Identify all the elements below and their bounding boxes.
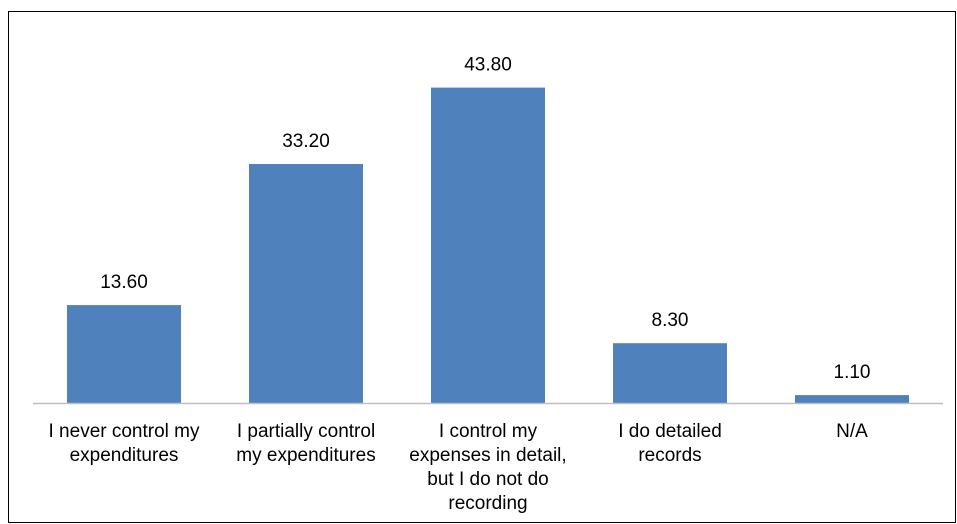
category-label-3-line-1: records — [638, 445, 701, 466]
value-label-1: 33.20 — [282, 131, 330, 152]
value-label-4: 1.10 — [834, 362, 871, 383]
category-label-1-line-0: I partially control — [237, 421, 375, 442]
bar-4 — [795, 395, 909, 403]
bar-2 — [431, 87, 545, 403]
value-label-3: 8.30 — [652, 310, 689, 331]
bar-3 — [613, 343, 727, 403]
category-label-0-line-0: I never control my — [49, 421, 200, 442]
category-label-2-line-2: but I do not do — [427, 469, 549, 490]
bars-group — [67, 87, 909, 403]
value-label-2: 43.80 — [464, 55, 512, 76]
value-label-0: 13.60 — [100, 272, 148, 293]
category-label-2-line-1: expenses in detail, — [409, 445, 566, 466]
category-label-2-line-3: recording — [448, 493, 527, 514]
category-label-3-line-0: I do detailed — [618, 421, 722, 442]
value-labels-group: 13.60 33.20 43.80 8.30 1.10 — [100, 55, 870, 384]
category-labels-group: I never control my expenditures I partiall… — [49, 421, 869, 514]
category-label-4-line-0: N/A — [836, 421, 868, 442]
bar-1 — [249, 164, 363, 403]
category-label-0-line-1: expenditures — [70, 445, 179, 466]
category-label-1-line-1: my expenditures — [236, 445, 375, 466]
category-label-2-line-0: I control my — [439, 421, 538, 442]
bar-0 — [67, 305, 181, 403]
